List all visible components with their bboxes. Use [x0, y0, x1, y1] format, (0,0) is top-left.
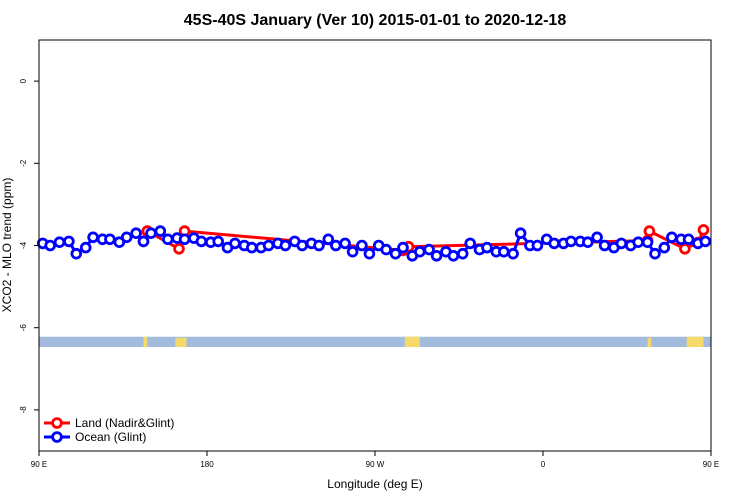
- data-point-ocean: [665, 231, 678, 244]
- data-point-ocean: [195, 235, 208, 248]
- data-point-ocean: [507, 247, 519, 260]
- land-patch: [404, 336, 420, 348]
- data-point-ocean: [389, 247, 402, 260]
- series-points: [36, 224, 712, 262]
- data-point-ocean: [70, 247, 83, 260]
- data-point-ocean: [632, 236, 644, 249]
- x-tick-label: 90 E: [703, 460, 719, 469]
- y-axis: 0 -2 -4 -6 -8: [19, 78, 39, 413]
- data-point-ocean: [329, 239, 342, 252]
- x-axis-label: Longitude (deg E): [327, 477, 422, 491]
- ocean-band: [39, 336, 711, 348]
- legend-ocean-label: Ocean (Glint): [75, 430, 146, 444]
- legend: Land (Nadir&Glint) Ocean (Glint): [44, 416, 174, 444]
- data-point-ocean: [339, 237, 351, 250]
- data-point-ocean: [363, 247, 376, 260]
- data-point-land: [173, 243, 185, 255]
- data-point-land: [679, 243, 691, 255]
- data-point-ocean: [565, 235, 577, 248]
- data-point-ocean: [456, 247, 469, 260]
- legend-ocean-marker: [51, 431, 63, 443]
- data-point-ocean: [229, 237, 241, 250]
- data-point-ocean: [154, 225, 167, 237]
- data-point-land: [697, 224, 710, 236]
- data-point-ocean: [162, 233, 174, 246]
- y-axis-label: XCO2 - MLO trend (ppm): [0, 178, 14, 313]
- data-point-ocean: [178, 233, 191, 246]
- data-point-ocean: [413, 245, 426, 258]
- data-point-ocean: [356, 239, 368, 252]
- data-point-ocean: [447, 250, 460, 262]
- data-point-ocean: [137, 235, 150, 248]
- data-point-ocean: [44, 239, 56, 252]
- land-ocean-band: [39, 336, 711, 348]
- data-point-ocean: [397, 241, 409, 254]
- data-point-ocean: [581, 236, 594, 249]
- y-tick-label: -4: [19, 241, 28, 249]
- chart-title: 45S-40S January (Ver 10) 2015-01-01 to 2…: [184, 12, 567, 29]
- data-point-ocean: [464, 237, 477, 250]
- y-tick-label: -6: [19, 324, 28, 332]
- data-point-ocean: [699, 235, 712, 248]
- data-point-ocean: [130, 227, 142, 240]
- y-tick-label: -8: [19, 406, 28, 414]
- data-point-ocean: [682, 233, 695, 246]
- data-point-ocean: [322, 233, 335, 246]
- data-point-ocean: [279, 239, 292, 252]
- legend-land-label: Land (Nadir&Glint): [75, 416, 174, 430]
- legend-land-marker: [51, 417, 63, 429]
- data-point-ocean: [514, 227, 527, 240]
- x-tick-label: 90 W: [366, 460, 385, 469]
- data-point-ocean: [296, 239, 309, 252]
- land-patch: [647, 337, 652, 348]
- data-point-ocean: [591, 231, 603, 244]
- x-tick-label: 0: [541, 460, 546, 469]
- land-patch: [686, 336, 704, 348]
- x-axis: 90 E 180 90 W 0 90 E: [31, 451, 719, 469]
- data-point-ocean: [481, 241, 493, 254]
- data-point-ocean: [120, 231, 133, 244]
- data-point-ocean: [246, 241, 258, 254]
- data-point-ocean: [145, 227, 157, 240]
- data-point-ocean: [658, 241, 671, 254]
- data-point-ocean: [598, 239, 611, 252]
- data-point-ocean: [380, 243, 393, 256]
- data-point-ocean: [548, 237, 560, 250]
- data-point-ocean: [53, 236, 66, 249]
- data-point-ocean: [63, 235, 75, 248]
- data-point-ocean: [104, 233, 116, 246]
- data-point-ocean: [423, 243, 435, 256]
- data-point-ocean: [79, 241, 92, 254]
- y-tick-label: 0: [19, 78, 28, 83]
- y-tick-label: -2: [19, 159, 28, 167]
- data-point-ocean: [615, 237, 628, 250]
- data-point-ocean: [430, 250, 443, 262]
- data-point-ocean: [649, 247, 661, 260]
- data-point-ocean: [313, 239, 325, 252]
- data-point-ocean: [212, 235, 225, 248]
- data-point-land: [643, 225, 656, 237]
- x-tick-label: 180: [200, 460, 214, 469]
- data-point-ocean: [262, 239, 275, 252]
- data-point-ocean: [87, 231, 99, 244]
- data-point-ocean: [497, 245, 510, 258]
- land-patch: [143, 336, 148, 348]
- data-point-ocean: [346, 245, 359, 258]
- x-tick-label: 90 E: [31, 460, 47, 469]
- data-point-ocean: [641, 236, 654, 249]
- data-point-ocean: [531, 239, 544, 252]
- land-patch: [175, 337, 187, 348]
